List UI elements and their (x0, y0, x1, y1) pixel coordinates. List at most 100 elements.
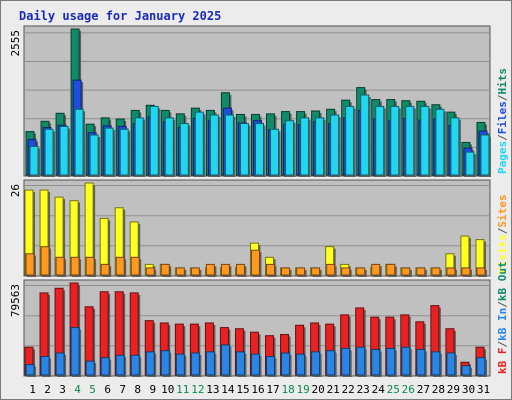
sites-bar (401, 267, 411, 276)
pages-bar (285, 120, 295, 176)
x-tick-label: 12 (191, 383, 204, 396)
x-tick-label: 13 (206, 383, 219, 396)
pages-bar (44, 128, 54, 176)
legend-entry: / (496, 301, 509, 308)
x-tick-label: 19 (296, 383, 309, 396)
pages-bar (224, 114, 234, 176)
sites-bar (130, 256, 140, 276)
x-tick-label: 16 (251, 383, 264, 396)
kbin-bar (235, 351, 245, 376)
pages-bar (59, 125, 69, 176)
x-tick-label: 21 (327, 383, 340, 396)
sites-bar (145, 267, 155, 276)
legend-entry: / (496, 227, 509, 234)
kbin-bar (401, 346, 411, 376)
kbin-bar (431, 351, 441, 376)
sites-bar (461, 267, 471, 276)
pages-bar (480, 134, 490, 176)
sites-bar (326, 263, 336, 276)
pages-bar (74, 108, 84, 176)
x-tick-label: 26 (402, 383, 415, 396)
legend-entry: Hits (496, 68, 509, 95)
kbin-bar (70, 327, 80, 376)
kbin-bar (25, 364, 35, 376)
sites-bar (220, 263, 230, 276)
sites-bar (431, 267, 441, 276)
kbin-bar (130, 354, 140, 376)
kbin-bar (115, 354, 125, 376)
sites-bar (235, 263, 245, 276)
legend-entry: kB In (496, 308, 509, 341)
x-tick-label: 17 (266, 383, 279, 396)
pages-bar (29, 145, 39, 176)
pages-bar (330, 114, 340, 176)
pages-bar (345, 105, 355, 176)
x-tick-label: 1 (29, 383, 36, 396)
sites-bar (70, 256, 80, 276)
pages-bar (179, 123, 189, 176)
sites-bar (371, 263, 381, 276)
sites-bar (250, 249, 260, 276)
x-tick-label: 30 (462, 383, 475, 396)
legend-entry: Pages (496, 141, 509, 174)
sites-bar (446, 267, 456, 276)
x-tick-label: 25 (387, 383, 400, 396)
kbin-bar (220, 344, 230, 376)
pages-bar (360, 94, 370, 176)
sites-bar (296, 267, 306, 276)
x-tick-label: 4 (74, 383, 81, 396)
kbin-bar (85, 360, 95, 376)
kbin-bar (356, 346, 366, 376)
kbin-bar (371, 349, 381, 376)
pages-bar (119, 128, 129, 176)
legend-visits-sites: Visits/Sites (496, 195, 509, 275)
kbin-bar (190, 352, 200, 376)
sites-bar (190, 267, 200, 276)
legend-entry: kB F (496, 348, 509, 375)
sites-bar (160, 263, 170, 276)
x-tick-label: 2 (44, 383, 51, 396)
legend-entry: / (496, 94, 509, 101)
chart-title: Daily usage for January 2025 (19, 9, 222, 23)
kbin-bar (145, 351, 155, 376)
sites-bar (311, 267, 321, 276)
kbin-bar (55, 352, 65, 376)
kbin-bar (461, 365, 471, 376)
kbin-bar (175, 353, 185, 376)
pages-bar (435, 108, 445, 176)
pages-bar (375, 105, 385, 176)
x-tick-label: 29 (447, 383, 460, 396)
legend-entry: / (496, 341, 509, 348)
sites-bar (100, 263, 110, 276)
sites-bar (356, 267, 366, 276)
kbin-bar (281, 352, 291, 376)
legend-entry: Files (496, 101, 509, 134)
sites-bar (40, 246, 50, 276)
legend-entry: Visits (496, 234, 509, 274)
legend-entry: / (496, 134, 509, 141)
pages-bar (89, 134, 99, 176)
sites-bar (476, 267, 486, 276)
sites-bar (281, 267, 291, 276)
pages-bar (465, 151, 475, 176)
kbin-bar (416, 349, 426, 376)
kbin-bar (446, 352, 456, 376)
x-tick-label: 8 (134, 383, 141, 396)
x-tick-label: 23 (357, 383, 370, 396)
x-tick-label: 5 (89, 383, 96, 396)
kbin-bar (326, 350, 336, 376)
pages-bar (164, 117, 174, 176)
x-tick-label: 28 (432, 383, 445, 396)
x-tick-label: 14 (221, 383, 235, 396)
kbin-bar (311, 351, 321, 376)
kbin-bar (296, 353, 306, 376)
ymax-label-visits-sites: 26 (9, 184, 22, 197)
pages-bar (194, 111, 204, 176)
sites-bar (25, 253, 35, 276)
ymax-label-kbytes: 79563 (9, 284, 22, 317)
x-tick-label: 11 (176, 383, 189, 396)
x-tick-label: 9 (149, 383, 156, 396)
pages-bar (149, 105, 159, 176)
kbin-bar (266, 355, 276, 376)
